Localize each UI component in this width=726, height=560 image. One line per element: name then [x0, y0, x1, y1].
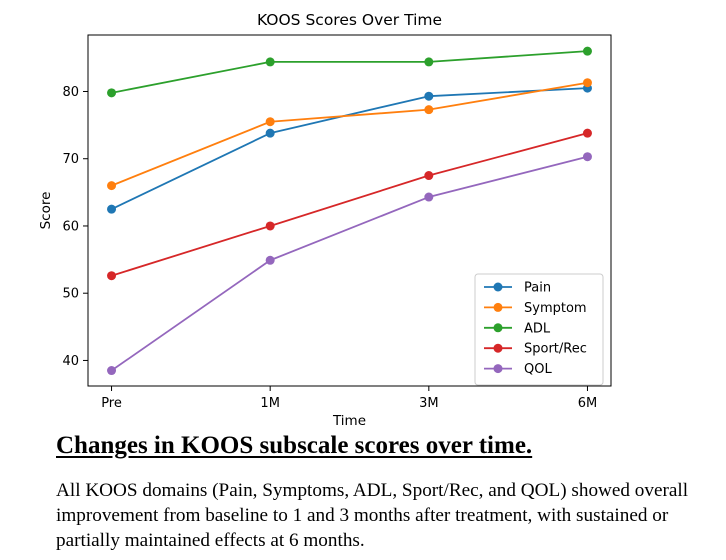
data-point-adl — [424, 57, 434, 67]
data-point-sport-rec — [424, 171, 434, 181]
figure-caption-title: Changes in KOOS subscale scores over tim… — [56, 432, 533, 459]
data-point-sport-rec — [582, 128, 592, 138]
data-point-qol — [582, 152, 592, 162]
koos-line-chart: KOOS Scores Over Time 40 50 60 70 80 Pre 1M 3M 6M… — [38, 11, 612, 429]
y-tick-label: 80 — [62, 85, 79, 100]
x-tick-label: 3M — [419, 396, 439, 411]
legend-marker-sport-rec — [493, 343, 503, 353]
data-point-sport-rec — [107, 271, 117, 281]
x-tick-label: 6M — [578, 396, 598, 411]
series-line-qol — [111, 155, 588, 372]
legend-marker-qol — [493, 364, 503, 374]
legend-marker-symptom — [493, 302, 503, 312]
legend-marker-adl — [493, 323, 503, 333]
data-point-adl — [107, 88, 117, 98]
legend-label-pain: Pain — [524, 281, 551, 296]
plot-frame — [87, 34, 612, 387]
chart-title: KOOS Scores Over Time — [257, 11, 442, 29]
data-point-qol — [424, 192, 434, 202]
y-tick-label: 50 — [62, 287, 79, 302]
series-line-symptom — [111, 81, 588, 187]
series-line-adl — [111, 50, 588, 94]
x-tick-label: 1M — [260, 396, 280, 411]
y-tick-label: 60 — [62, 219, 79, 234]
data-point-pain — [424, 91, 434, 101]
data-point-qol — [265, 255, 275, 265]
chart-canvas: KOOS Scores Over Time 40 50 60 70 80 Pre 1M 3M 6M… — [38, 11, 612, 429]
legend-marker-pain — [493, 282, 503, 292]
legend-label-sport-rec: Sport/Rec — [524, 342, 587, 357]
series-line-pain — [111, 87, 588, 210]
data-point-pain — [265, 128, 275, 138]
data-point-symptom — [424, 105, 434, 115]
y-tick-label: 40 — [62, 354, 79, 369]
data-point-symptom — [107, 181, 117, 191]
y-tick-label: 70 — [62, 152, 79, 167]
data-point-symptom — [265, 117, 275, 127]
series-line-sport-rec — [111, 132, 588, 277]
legend-label-adl: ADL — [524, 321, 551, 336]
x-axis-label: Time — [332, 413, 366, 429]
x-tick-label: Pre — [101, 396, 122, 411]
legend-label-symptom: Symptom — [524, 301, 587, 316]
figure-caption-body: All KOOS domains (Pain, Symptoms, ADL, S… — [56, 480, 689, 551]
y-axis-label: Score — [38, 192, 54, 230]
data-point-adl — [582, 46, 592, 56]
legend-label-qol: QOL — [524, 362, 552, 377]
data-point-symptom — [582, 78, 592, 88]
data-point-sport-rec — [265, 221, 275, 231]
legend-box — [474, 273, 604, 386]
data-point-adl — [265, 57, 275, 67]
data-point-qol — [107, 366, 117, 376]
data-point-pain — [107, 204, 117, 214]
